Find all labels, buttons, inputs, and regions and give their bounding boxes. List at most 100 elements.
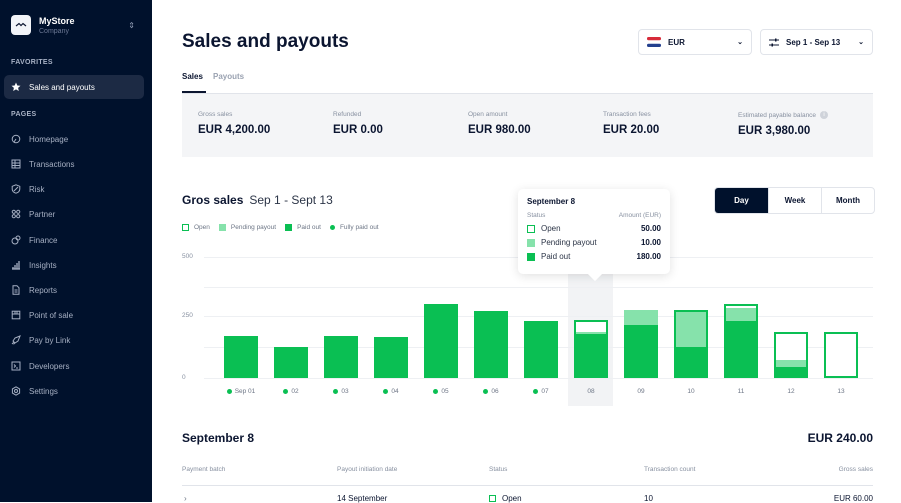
bar-outline bbox=[674, 310, 708, 378]
x-tick: 12 bbox=[787, 388, 795, 395]
granularity-month-button[interactable]: Month bbox=[821, 188, 874, 213]
sidebar-item-label: Transactions bbox=[29, 159, 75, 169]
bar-paid[interactable] bbox=[674, 346, 708, 378]
sidebar-item-finance[interactable]: Finance bbox=[4, 228, 144, 252]
sidebar-item-label: Developers bbox=[29, 361, 70, 371]
sidebar-item-pay-by-link[interactable]: Pay by Link bbox=[4, 328, 144, 352]
x-tick: 08 bbox=[587, 388, 595, 395]
bar-open[interactable] bbox=[774, 332, 808, 360]
store-subtitle: Company bbox=[39, 27, 69, 35]
fully-paid-dot bbox=[483, 388, 489, 394]
column-header[interactable]: Status bbox=[489, 466, 508, 473]
x-tick: 05 bbox=[416, 388, 466, 395]
fully-paid-dot bbox=[283, 388, 289, 394]
tabs: Sales Payouts bbox=[182, 72, 873, 94]
column-header[interactable]: Payment batch bbox=[182, 466, 226, 473]
stat-open-amount: Open amount EUR 980.00 bbox=[468, 111, 531, 136]
rocket-icon bbox=[11, 335, 21, 345]
y-tick: 250 bbox=[182, 312, 193, 319]
sidebar-item-label: Sales and payouts bbox=[29, 82, 95, 92]
bar-paid[interactable] bbox=[524, 321, 558, 378]
bar-open[interactable] bbox=[574, 319, 608, 332]
stat-transaction-fees: Transaction fees EUR 20.00 bbox=[603, 111, 659, 136]
x-tick: 10 bbox=[687, 388, 695, 395]
stat-value: EUR 980.00 bbox=[468, 124, 531, 136]
sidebar-item-homepage[interactable]: Homepage bbox=[4, 127, 144, 151]
sidebar-item-reports[interactable]: Reports bbox=[4, 278, 144, 302]
column-header[interactable]: Gross sales bbox=[838, 466, 873, 473]
bar-paid[interactable] bbox=[274, 346, 308, 378]
bar-chart-icon bbox=[12, 261, 20, 270]
bar-paid[interactable] bbox=[724, 321, 758, 378]
sidebar-item-settings[interactable]: Settings bbox=[4, 379, 144, 403]
sidebar-item-label: Insights bbox=[29, 260, 57, 270]
details-total: EUR 240.00 bbox=[807, 431, 873, 445]
fully-paid-dot bbox=[533, 388, 539, 394]
y-tick: 500 bbox=[182, 253, 193, 260]
bar-paid[interactable] bbox=[774, 367, 808, 378]
store-icon bbox=[11, 310, 21, 320]
payout-date: 14 September bbox=[337, 494, 388, 503]
bar-open[interactable] bbox=[824, 332, 858, 378]
granularity-week-button[interactable]: Week bbox=[768, 188, 821, 213]
bar-pending[interactable] bbox=[724, 307, 758, 322]
fully-paid-dot bbox=[383, 388, 389, 394]
fully-paid-dot bbox=[226, 388, 232, 394]
chart-tooltip: September 8 Status Amount (EUR) Open 50.00… bbox=[518, 189, 670, 282]
page-title: Sales and payouts bbox=[182, 31, 349, 52]
bar-paid[interactable] bbox=[624, 324, 658, 378]
sidebar-item-risk[interactable]: Risk bbox=[4, 177, 144, 201]
stat-value: EUR 4,200.00 bbox=[198, 124, 271, 136]
bar-paid[interactable] bbox=[474, 311, 508, 378]
shield-icon bbox=[11, 184, 21, 194]
tab-payouts[interactable]: Payouts bbox=[213, 72, 245, 81]
bar-pending[interactable] bbox=[674, 311, 708, 347]
date-range-select[interactable]: Sep 1 - Sep 13 ⌄ bbox=[760, 29, 873, 55]
legend-fully-paid: Fully paid out bbox=[329, 224, 379, 231]
sidebar-item-label: Homepage bbox=[29, 134, 69, 144]
info-icon[interactable]: i bbox=[820, 111, 829, 119]
expand-chevron-icon[interactable]: › bbox=[184, 494, 187, 503]
store-switcher[interactable]: MyStore Company ⇕ bbox=[11, 15, 141, 35]
tab-sales[interactable]: Sales bbox=[182, 72, 203, 81]
chevron-down-icon: ⌄ bbox=[737, 39, 743, 46]
sidebar-item-developers[interactable]: Developers bbox=[4, 354, 144, 378]
chart-title: Gros sales Sep 1 - Sept 13 bbox=[182, 193, 333, 207]
legend-pending: Pending payout bbox=[218, 224, 276, 231]
legend-paid: Paid out bbox=[285, 224, 321, 231]
sidebar-item-sales-and-payouts[interactable]: Sales and payouts bbox=[4, 75, 144, 99]
column-header[interactable]: Payout initiation date bbox=[337, 466, 398, 473]
sidebar-item-point-of-sale[interactable]: Point of sale bbox=[4, 303, 144, 327]
stat-label: Refunded bbox=[333, 111, 362, 118]
sidebar-item-label: Settings bbox=[29, 386, 58, 396]
bar-paid[interactable] bbox=[374, 336, 408, 378]
sidebar-item-insights[interactable]: Insights bbox=[4, 253, 144, 277]
bar-paid[interactable] bbox=[324, 335, 358, 378]
bar-pending[interactable] bbox=[774, 359, 808, 368]
column-header[interactable]: Transaction count bbox=[644, 466, 696, 473]
bar-pending[interactable] bbox=[574, 332, 608, 335]
gear-icon bbox=[11, 386, 21, 396]
stat-value: EUR 20.00 bbox=[603, 124, 660, 136]
granularity-toggle: Day Week Month bbox=[714, 187, 875, 214]
sidebar-item-partner[interactable]: Partner bbox=[4, 202, 144, 226]
bar-paid[interactable] bbox=[224, 335, 258, 378]
currency-select[interactable]: EUR ⌄ bbox=[638, 29, 752, 55]
sidebar-item-transactions[interactable]: Transactions bbox=[4, 152, 144, 176]
x-tick: 09 bbox=[637, 388, 645, 395]
date-range-value: Sep 1 - Sep 13 bbox=[786, 37, 841, 47]
stat-value: EUR 0.00 bbox=[333, 124, 383, 136]
stat-refunded: Refunded EUR 0.00 bbox=[333, 111, 383, 136]
bar-outline bbox=[724, 304, 758, 378]
chevron-updown-icon: ⇕ bbox=[128, 21, 135, 30]
bar-paid[interactable] bbox=[574, 334, 608, 378]
sidebar-item-label: Finance bbox=[29, 235, 58, 245]
sidebar-item-label: Pay by Link bbox=[29, 335, 71, 345]
stat-label: Open amount bbox=[468, 111, 508, 118]
sidebar-item-label: Reports bbox=[29, 285, 58, 295]
granularity-day-button[interactable]: Day bbox=[715, 188, 768, 213]
bar-paid[interactable] bbox=[424, 304, 458, 378]
x-tick: 02 bbox=[266, 388, 316, 395]
sidebar-item-label: Partner bbox=[29, 209, 56, 219]
bar-pending[interactable] bbox=[624, 310, 658, 325]
